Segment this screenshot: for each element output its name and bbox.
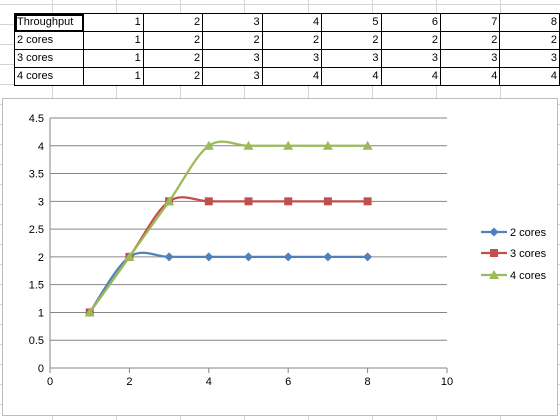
table-cell[interactable]: 2 [261,31,323,50]
y-tick-label: 2 [38,252,44,264]
x-tick-label: 4 [206,376,212,388]
y-tick-label: 1.5 [29,280,44,292]
table-cell[interactable]: 3 [202,13,263,32]
table-cell[interactable]: 3 [439,49,501,68]
table-cell[interactable]: 6 [380,13,441,32]
data-point [323,197,332,206]
table-cell[interactable]: 2 [202,31,263,50]
data-point [84,307,95,317]
data-point [203,140,214,150]
y-tick-label: 4.5 [29,113,44,125]
table-cell[interactable]: 3 [202,67,263,86]
table-cell[interactable]: 4 [380,67,441,86]
table-cell[interactable]: 2 [380,31,441,50]
table-cell[interactable]: 3 [202,49,263,68]
data-point [124,251,135,261]
legend-label: 2 cores [510,227,547,239]
data-table[interactable]: Throughput 1 2 3 4 5 6 7 8 2 cores 1 2 2 2 2 2 2 2 3 cores… [13,13,560,86]
table-cell[interactable]: 3 [261,49,323,68]
table-cell[interactable]: 1 [83,67,144,86]
table-cell[interactable]: 4 [321,67,382,86]
x-tick-label: 10 [441,376,453,388]
row-label-cell[interactable]: 4 cores [13,67,85,86]
table-cell[interactable]: 7 [439,13,501,32]
y-tick-label: 4 [38,141,44,153]
table-cell[interactable]: 3 [380,49,441,68]
row-label-cell[interactable]: 3 cores [13,49,85,68]
table-cell[interactable]: 2 [142,31,204,50]
table-cell[interactable]: 3 [321,49,382,68]
series-line [88,251,368,314]
chart-area[interactable]: 0 0.5 1 1.5 2 2.5 3 3.5 4 4.5 0 2 4 6 8 10 2 cores 3 core… [2,98,558,416]
y-tick-label: 2.5 [29,224,44,236]
table-row: 4 cores 1 2 3 4 4 4 4 4 [13,67,560,86]
data-point [204,197,213,206]
row-label-cell[interactable]: 2 cores [13,31,85,50]
legend-marker [490,249,498,257]
y-tick-label: 0 [38,363,44,375]
table-cell[interactable]: 1 [83,13,144,32]
table-cell[interactable]: 2 [142,49,204,68]
table-cell[interactable]: 8 [499,13,560,32]
data-point [362,140,373,150]
table-cell[interactable]: 2 [499,31,560,50]
legend-label: 4 cores [510,270,547,282]
data-point [164,252,174,262]
x-tick-label: 6 [285,376,291,388]
data-point [363,252,373,262]
header-cell[interactable]: Throughput [13,13,85,32]
x-tick-label: 8 [365,376,371,388]
table-cell[interactable]: 2 [439,31,501,50]
table-cell[interactable]: 2 [142,13,204,32]
legend-marker [489,227,499,237]
table-cell[interactable]: 1 [83,49,144,68]
data-point [322,140,333,150]
data-point [244,197,253,206]
y-tick-label: 1 [38,307,44,319]
data-point [243,140,254,150]
data-point [323,252,333,262]
data-point [204,252,214,262]
data-point [283,140,294,150]
data-point [244,252,253,262]
y-tick-label: 0.5 [29,335,44,347]
y-tick-label: 3.5 [29,169,44,181]
table-row: 2 cores 1 2 2 2 2 2 2 2 [13,31,560,50]
table-row: 3 cores 1 2 3 3 3 3 3 3 [13,49,560,68]
throughput-chart[interactable]: 0 0.5 1 1.5 2 2.5 3 3.5 4 4.5 0 2 4 6 8 10 2 cores 3 core… [3,99,559,417]
table-cell[interactable]: 2 [142,67,204,86]
x-tick-label: 0 [47,376,53,388]
data-point [284,197,293,206]
data-point [363,197,372,206]
table-cell[interactable]: 1 [83,31,144,50]
table-cell[interactable]: 5 [321,13,382,32]
table-header-row: Throughput 1 2 3 4 5 6 7 8 [13,13,560,32]
series-line [88,140,368,314]
table-cell[interactable]: 4 [261,13,323,32]
data-point [164,196,175,206]
table-cell[interactable]: 4 [261,67,323,86]
table-cell[interactable]: 4 [499,67,560,86]
legend-label: 3 cores [510,248,547,260]
legend-marker [489,270,499,279]
data-point [283,252,293,262]
table-cell[interactable]: 4 [439,67,501,86]
table-cell[interactable]: 3 [499,49,560,68]
x-tick-label: 2 [126,376,132,388]
y-tick-label: 3 [38,196,44,208]
table-cell[interactable]: 2 [321,31,382,50]
